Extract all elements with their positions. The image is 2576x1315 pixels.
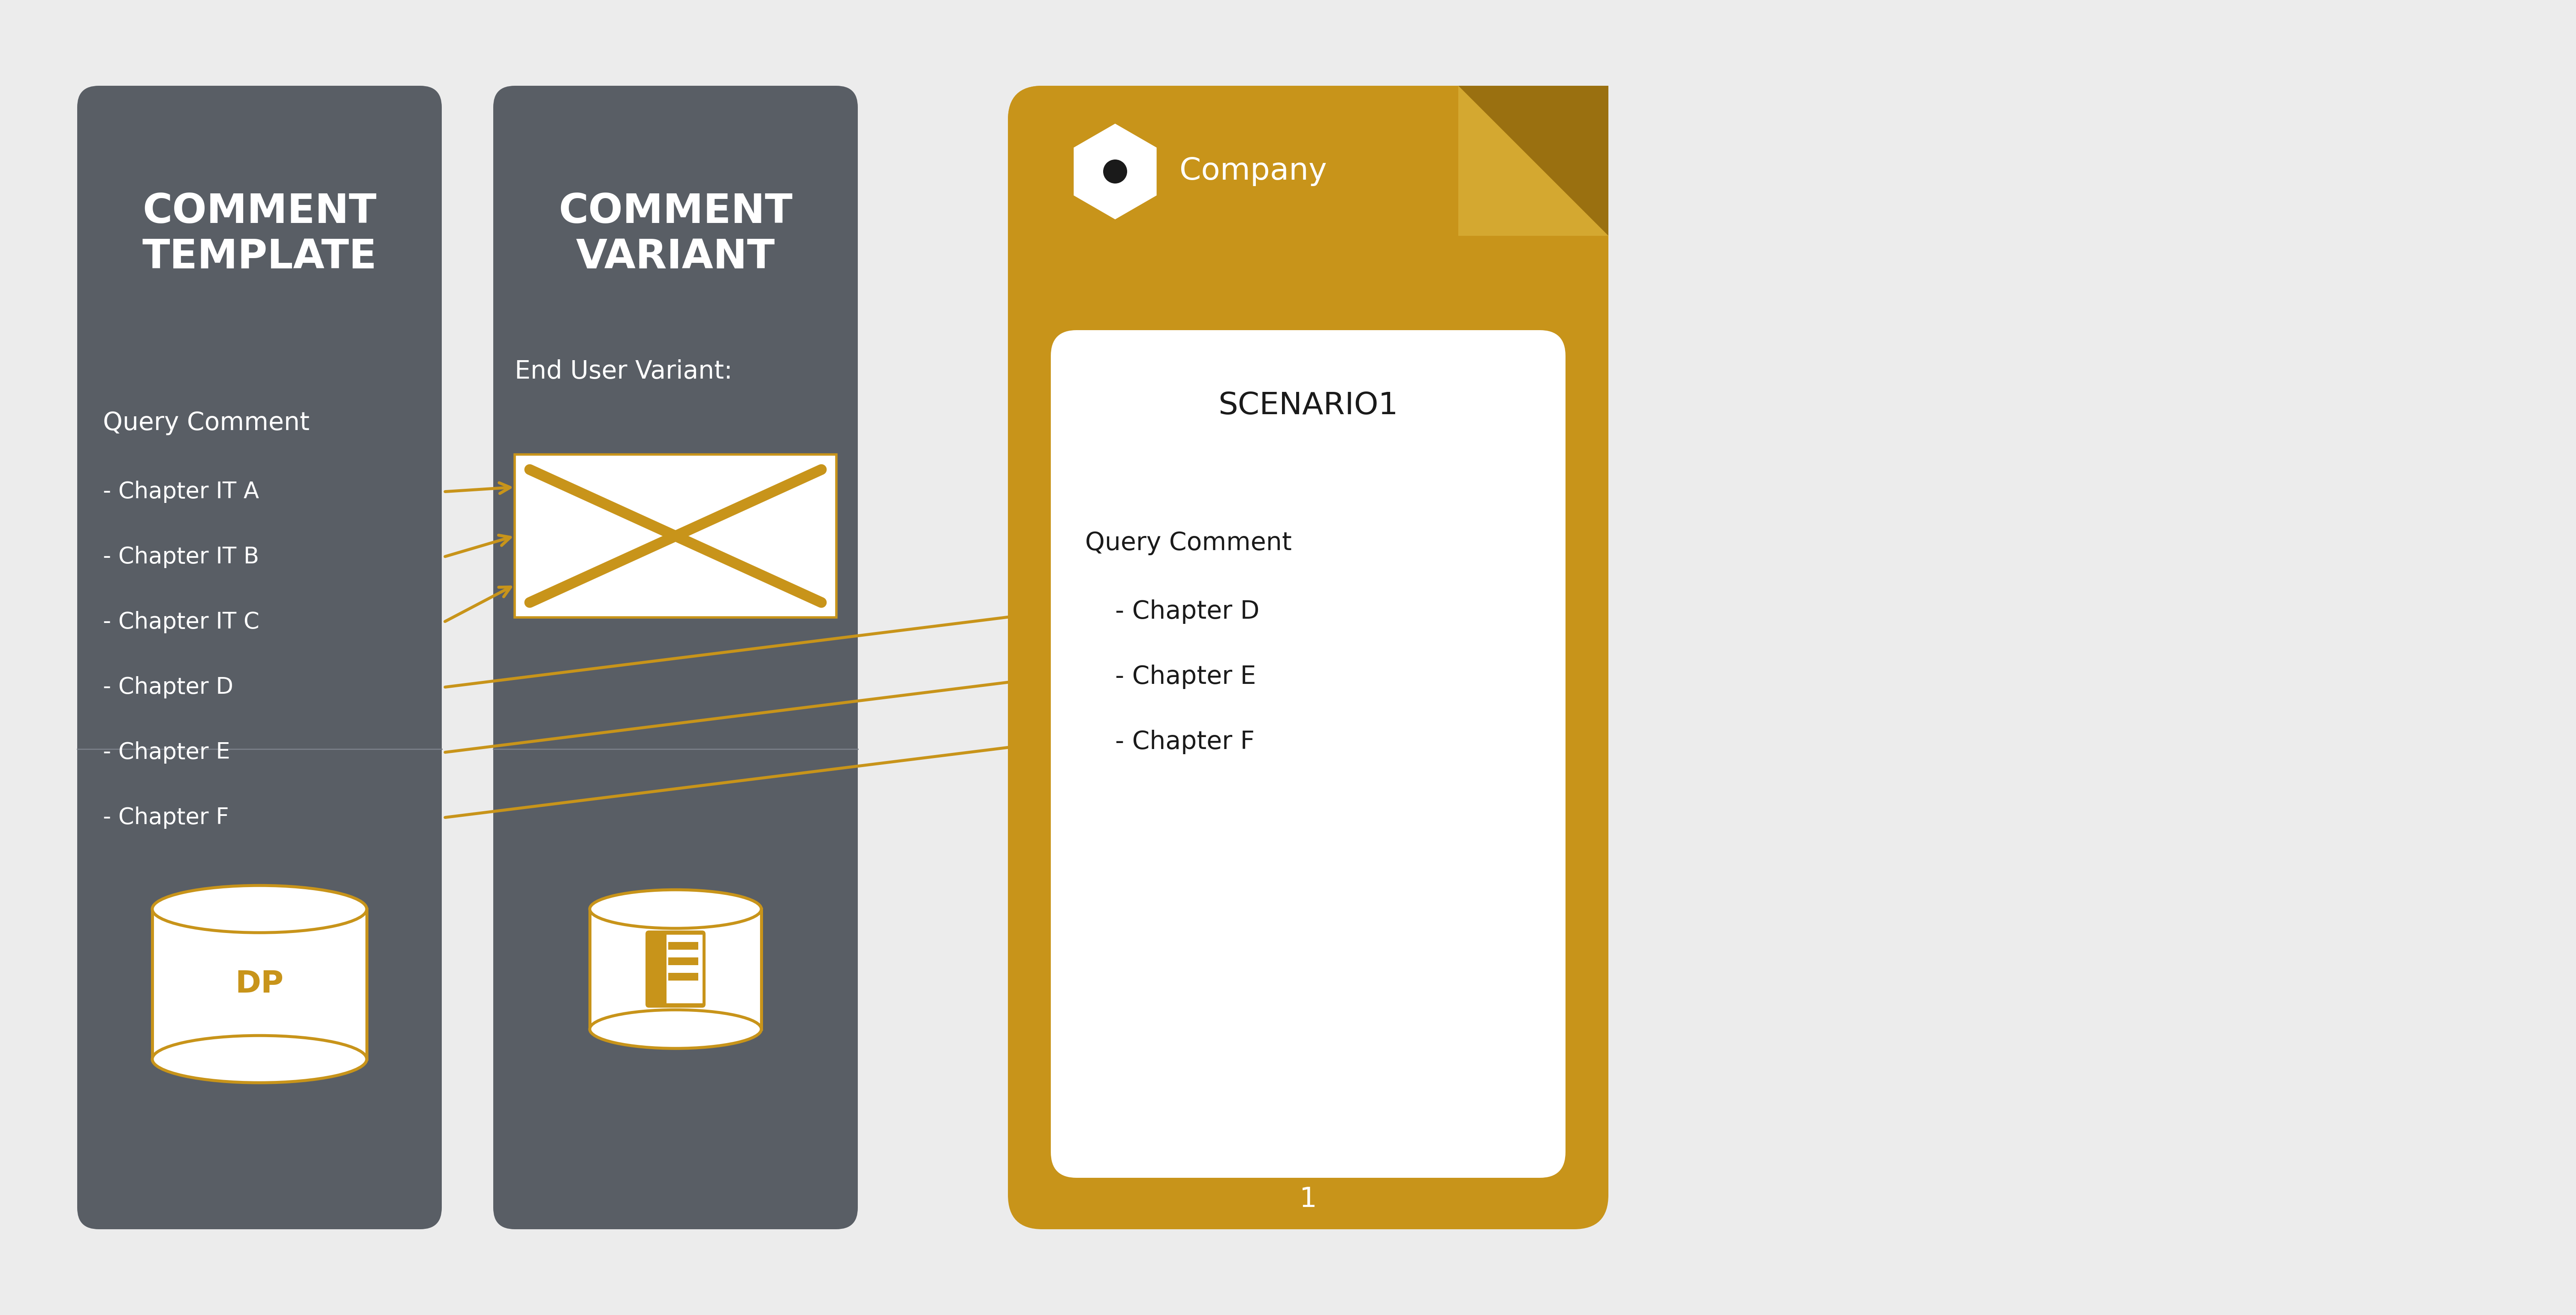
Bar xyxy=(667,957,698,965)
Text: - Chapter D: - Chapter D xyxy=(1115,600,1260,625)
Bar xyxy=(590,909,762,1030)
Text: DP: DP xyxy=(234,969,283,999)
Text: - Chapter IT A: - Chapter IT A xyxy=(103,480,260,502)
FancyBboxPatch shape xyxy=(1007,85,1607,258)
Text: Company: Company xyxy=(1180,156,1327,187)
Text: 1: 1 xyxy=(1298,1186,1316,1212)
Text: - Chapter D: - Chapter D xyxy=(103,676,234,698)
Polygon shape xyxy=(1074,125,1157,218)
FancyBboxPatch shape xyxy=(77,85,440,1230)
Ellipse shape xyxy=(590,890,762,928)
Polygon shape xyxy=(1458,85,1607,235)
FancyBboxPatch shape xyxy=(1051,330,1566,1178)
Bar xyxy=(152,909,366,1059)
Bar xyxy=(667,935,703,1003)
Circle shape xyxy=(1103,159,1128,184)
FancyBboxPatch shape xyxy=(492,85,858,1230)
Text: COMMENT
VARIANT: COMMENT VARIANT xyxy=(559,192,793,277)
Ellipse shape xyxy=(590,1010,762,1048)
Text: SCENARIO1: SCENARIO1 xyxy=(1218,391,1399,421)
Text: - Chapter E: - Chapter E xyxy=(1115,664,1257,689)
Text: - Chapter IT B: - Chapter IT B xyxy=(103,546,260,568)
Bar xyxy=(667,942,698,949)
Text: Query Comment: Query Comment xyxy=(1084,531,1291,555)
Text: - Chapter F: - Chapter F xyxy=(1115,730,1255,755)
FancyBboxPatch shape xyxy=(647,931,706,1007)
Text: End User Variant:: End User Variant: xyxy=(515,359,732,384)
Bar xyxy=(667,973,698,981)
Polygon shape xyxy=(1458,85,1607,235)
Text: - Chapter IT C: - Chapter IT C xyxy=(103,611,260,634)
Ellipse shape xyxy=(152,885,366,932)
Text: - Chapter E: - Chapter E xyxy=(103,742,229,764)
Text: Query Comment: Query Comment xyxy=(103,410,309,435)
Ellipse shape xyxy=(152,1035,366,1082)
FancyBboxPatch shape xyxy=(1007,85,1607,1230)
Text: - Chapter F: - Chapter F xyxy=(103,806,229,828)
Text: COMMENT
TEMPLATE: COMMENT TEMPLATE xyxy=(142,192,376,277)
Bar xyxy=(515,455,837,618)
